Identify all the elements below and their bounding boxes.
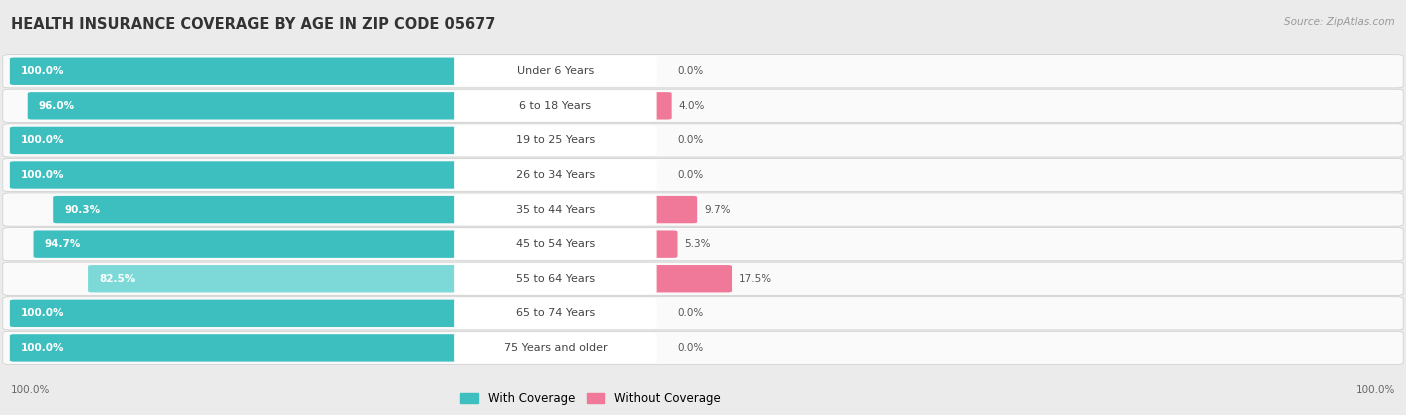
Text: 96.0%: 96.0% — [39, 101, 75, 111]
Text: HEALTH INSURANCE COVERAGE BY AGE IN ZIP CODE 05677: HEALTH INSURANCE COVERAGE BY AGE IN ZIP … — [11, 17, 496, 32]
Text: 35 to 44 Years: 35 to 44 Years — [516, 205, 595, 215]
Text: 100.0%: 100.0% — [21, 135, 65, 145]
Text: Source: ZipAtlas.com: Source: ZipAtlas.com — [1284, 17, 1395, 27]
Text: 100.0%: 100.0% — [21, 170, 65, 180]
Text: 9.7%: 9.7% — [704, 205, 731, 215]
Text: 4.0%: 4.0% — [679, 101, 704, 111]
Text: 100.0%: 100.0% — [21, 343, 65, 353]
Text: 100.0%: 100.0% — [11, 385, 51, 395]
Text: 26 to 34 Years: 26 to 34 Years — [516, 170, 595, 180]
Text: 17.5%: 17.5% — [740, 274, 772, 284]
Text: 0.0%: 0.0% — [678, 170, 704, 180]
Text: 90.3%: 90.3% — [65, 205, 101, 215]
Text: 65 to 74 Years: 65 to 74 Years — [516, 308, 595, 318]
Text: 100.0%: 100.0% — [21, 66, 65, 76]
Text: 94.7%: 94.7% — [45, 239, 82, 249]
Text: 6 to 18 Years: 6 to 18 Years — [519, 101, 592, 111]
Text: 0.0%: 0.0% — [678, 343, 704, 353]
Text: 45 to 54 Years: 45 to 54 Years — [516, 239, 595, 249]
Text: 55 to 64 Years: 55 to 64 Years — [516, 274, 595, 284]
Text: 0.0%: 0.0% — [678, 308, 704, 318]
Legend: With Coverage, Without Coverage: With Coverage, Without Coverage — [460, 392, 721, 405]
Text: 0.0%: 0.0% — [678, 66, 704, 76]
Text: 0.0%: 0.0% — [678, 135, 704, 145]
Text: 100.0%: 100.0% — [21, 308, 65, 318]
Text: 100.0%: 100.0% — [1355, 385, 1395, 395]
Text: 5.3%: 5.3% — [685, 239, 711, 249]
Text: 19 to 25 Years: 19 to 25 Years — [516, 135, 595, 145]
Text: 82.5%: 82.5% — [100, 274, 135, 284]
Text: Under 6 Years: Under 6 Years — [517, 66, 593, 76]
Text: 75 Years and older: 75 Years and older — [503, 343, 607, 353]
